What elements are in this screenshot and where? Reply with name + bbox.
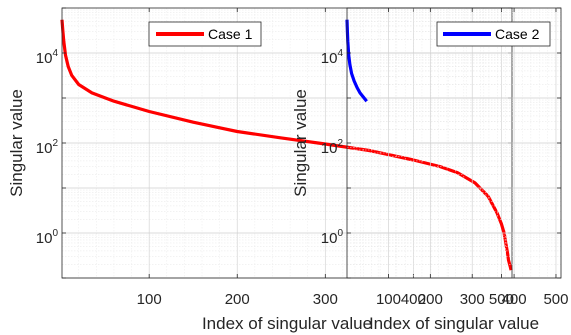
right-x-axis-label: Index of singular value <box>369 314 539 333</box>
left-legend-label: Case 1 <box>208 26 253 42</box>
left-x-axis-label: Index of singular value <box>202 314 372 333</box>
right-major-grid <box>347 8 561 279</box>
right-y-axis-label: Singular value <box>291 89 310 197</box>
right-x-tick-label: 100 <box>376 291 401 308</box>
left-y-tick-label: 100 <box>36 228 59 247</box>
right-y-tick-label: 100 <box>321 228 344 247</box>
right-legend: Case 2 <box>436 21 551 47</box>
right-x-tick-label: 300 <box>460 291 485 308</box>
right-legend-label: Case 2 <box>495 26 540 42</box>
left-y-tick-label: 104 <box>36 48 59 67</box>
right-x-tick-label: 500 <box>543 291 568 308</box>
left-chart-panel: 100 200 300 400 500 100 102 104 Index of… <box>7 7 514 333</box>
left-y-tick-labels: 100 102 104 <box>36 48 59 247</box>
right-y-tick-label: 102 <box>321 138 344 157</box>
right-x-tick-labels: 100 200 300 400 500 <box>376 291 569 308</box>
left-x-tick-label: 500 <box>489 291 514 308</box>
right-series-line <box>345 19 368 103</box>
left-x-tick-label: 300 <box>313 291 338 308</box>
left-x-tick-label: 200 <box>225 291 250 308</box>
right-x-tick-label: 400 <box>502 291 527 308</box>
right-x-tick-label: 200 <box>418 291 443 308</box>
left-x-tick-label: 100 <box>137 291 162 308</box>
left-y-axis-label: Singular value <box>7 89 26 197</box>
right-tick-marks <box>347 7 561 279</box>
right-y-tick-labels: 100 102 104 <box>321 48 344 247</box>
right-series-group <box>345 19 368 103</box>
left-legend: Case 1 <box>148 21 262 47</box>
left-x-tick-label: 400 <box>401 291 426 308</box>
right-y-tick-label: 104 <box>321 48 344 67</box>
left-y-tick-label: 102 <box>36 138 59 157</box>
left-x-tick-labels: 100 200 300 400 500 <box>137 291 514 308</box>
right-chart-panel: 100 200 300 400 500 100 102 104 Index of… <box>291 7 569 333</box>
